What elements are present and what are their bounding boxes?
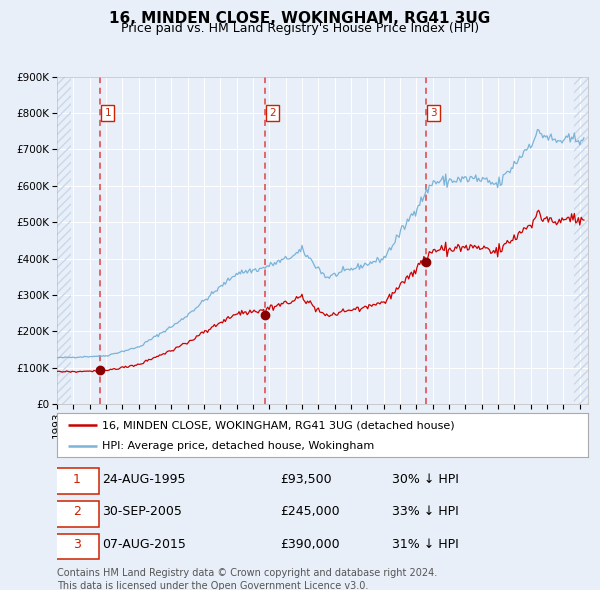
Text: 1: 1: [73, 473, 81, 486]
Text: £93,500: £93,500: [280, 473, 332, 486]
Text: 24-AUG-1995: 24-AUG-1995: [102, 473, 185, 486]
Bar: [57, 77, 71, 404]
Text: Contains HM Land Registry data © Crown copyright and database right 2024.
This d: Contains HM Land Registry data © Crown c…: [57, 568, 437, 590]
Text: 2: 2: [73, 506, 81, 519]
Text: 33% ↓ HPI: 33% ↓ HPI: [392, 506, 458, 519]
Text: Price paid vs. HM Land Registry's House Price Index (HPI): Price paid vs. HM Land Registry's House …: [121, 22, 479, 35]
Text: 1: 1: [104, 108, 111, 118]
FancyBboxPatch shape: [55, 501, 100, 527]
Bar: [574, 77, 588, 404]
Text: 30% ↓ HPI: 30% ↓ HPI: [392, 473, 458, 486]
Text: 16, MINDEN CLOSE, WOKINGHAM, RG41 3UG (detached house): 16, MINDEN CLOSE, WOKINGHAM, RG41 3UG (d…: [102, 421, 455, 430]
Text: 30-SEP-2005: 30-SEP-2005: [102, 506, 182, 519]
FancyBboxPatch shape: [55, 468, 100, 494]
Text: 16, MINDEN CLOSE, WOKINGHAM, RG41 3UG: 16, MINDEN CLOSE, WOKINGHAM, RG41 3UG: [109, 11, 491, 25]
Text: 07-AUG-2015: 07-AUG-2015: [102, 538, 186, 551]
Text: £390,000: £390,000: [280, 538, 340, 551]
Text: 3: 3: [73, 538, 81, 551]
Text: HPI: Average price, detached house, Wokingham: HPI: Average price, detached house, Woki…: [102, 441, 374, 451]
Text: 31% ↓ HPI: 31% ↓ HPI: [392, 538, 458, 551]
Text: 3: 3: [430, 108, 437, 118]
FancyBboxPatch shape: [55, 534, 100, 559]
Text: £245,000: £245,000: [280, 506, 340, 519]
Text: 2: 2: [269, 108, 276, 118]
